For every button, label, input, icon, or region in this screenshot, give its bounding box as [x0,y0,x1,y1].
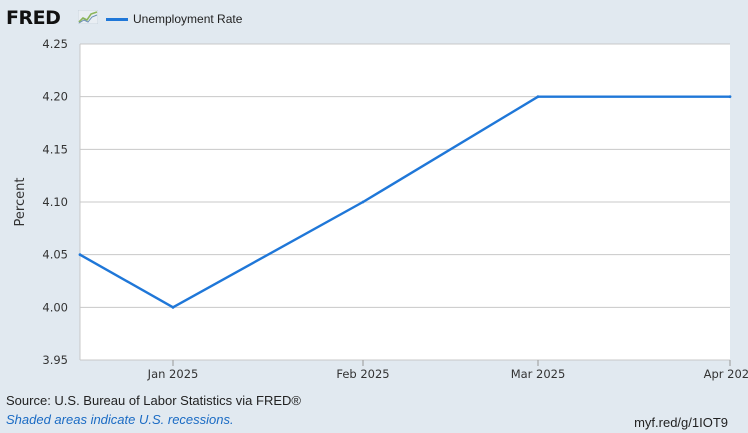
y-tick-label: 4.15 [42,142,68,156]
x-tick-label: Jan 2025 [147,367,199,381]
fred-logo[interactable]: FRED [6,7,61,29]
y-tick-label: 4.05 [42,248,68,262]
y-tick-label: 3.95 [42,353,68,367]
line-chart: 3.95 4.00 4.05 4.10 4.15 4.20 4.25 Jan 2025 Feb … [13,37,748,381]
y-tick-label: 4.25 [42,37,68,51]
chart-header: FRED Unemployment Rate [0,0,748,36]
data-point [78,253,82,257]
legend-label: Unemployment Rate [133,12,243,26]
y-tick-label: 4.10 [42,195,68,209]
x-tick-label: Feb 2025 [336,367,389,381]
source-note: Source: U.S. Bureau of Labor Statistics … [6,393,301,408]
legend-line-swatch [106,17,128,21]
data-point [361,200,365,204]
x-tick-label: Apr 2025 [704,367,748,381]
y-axis-title: Percent [13,178,28,227]
y-tick-label: 4.20 [42,90,68,104]
fred-logo-graph-icon [78,10,98,24]
recession-note[interactable]: Shaded areas indicate U.S. recessions. [6,412,234,427]
data-point [536,95,540,99]
x-tick-label: Mar 2025 [511,367,566,381]
data-point [171,305,175,309]
short-url[interactable]: myf.red/g/1IOT9 [634,415,728,430]
y-tick-label: 4.00 [42,300,68,314]
chart-legend[interactable]: Unemployment Rate [106,11,242,27]
data-point [728,95,732,99]
